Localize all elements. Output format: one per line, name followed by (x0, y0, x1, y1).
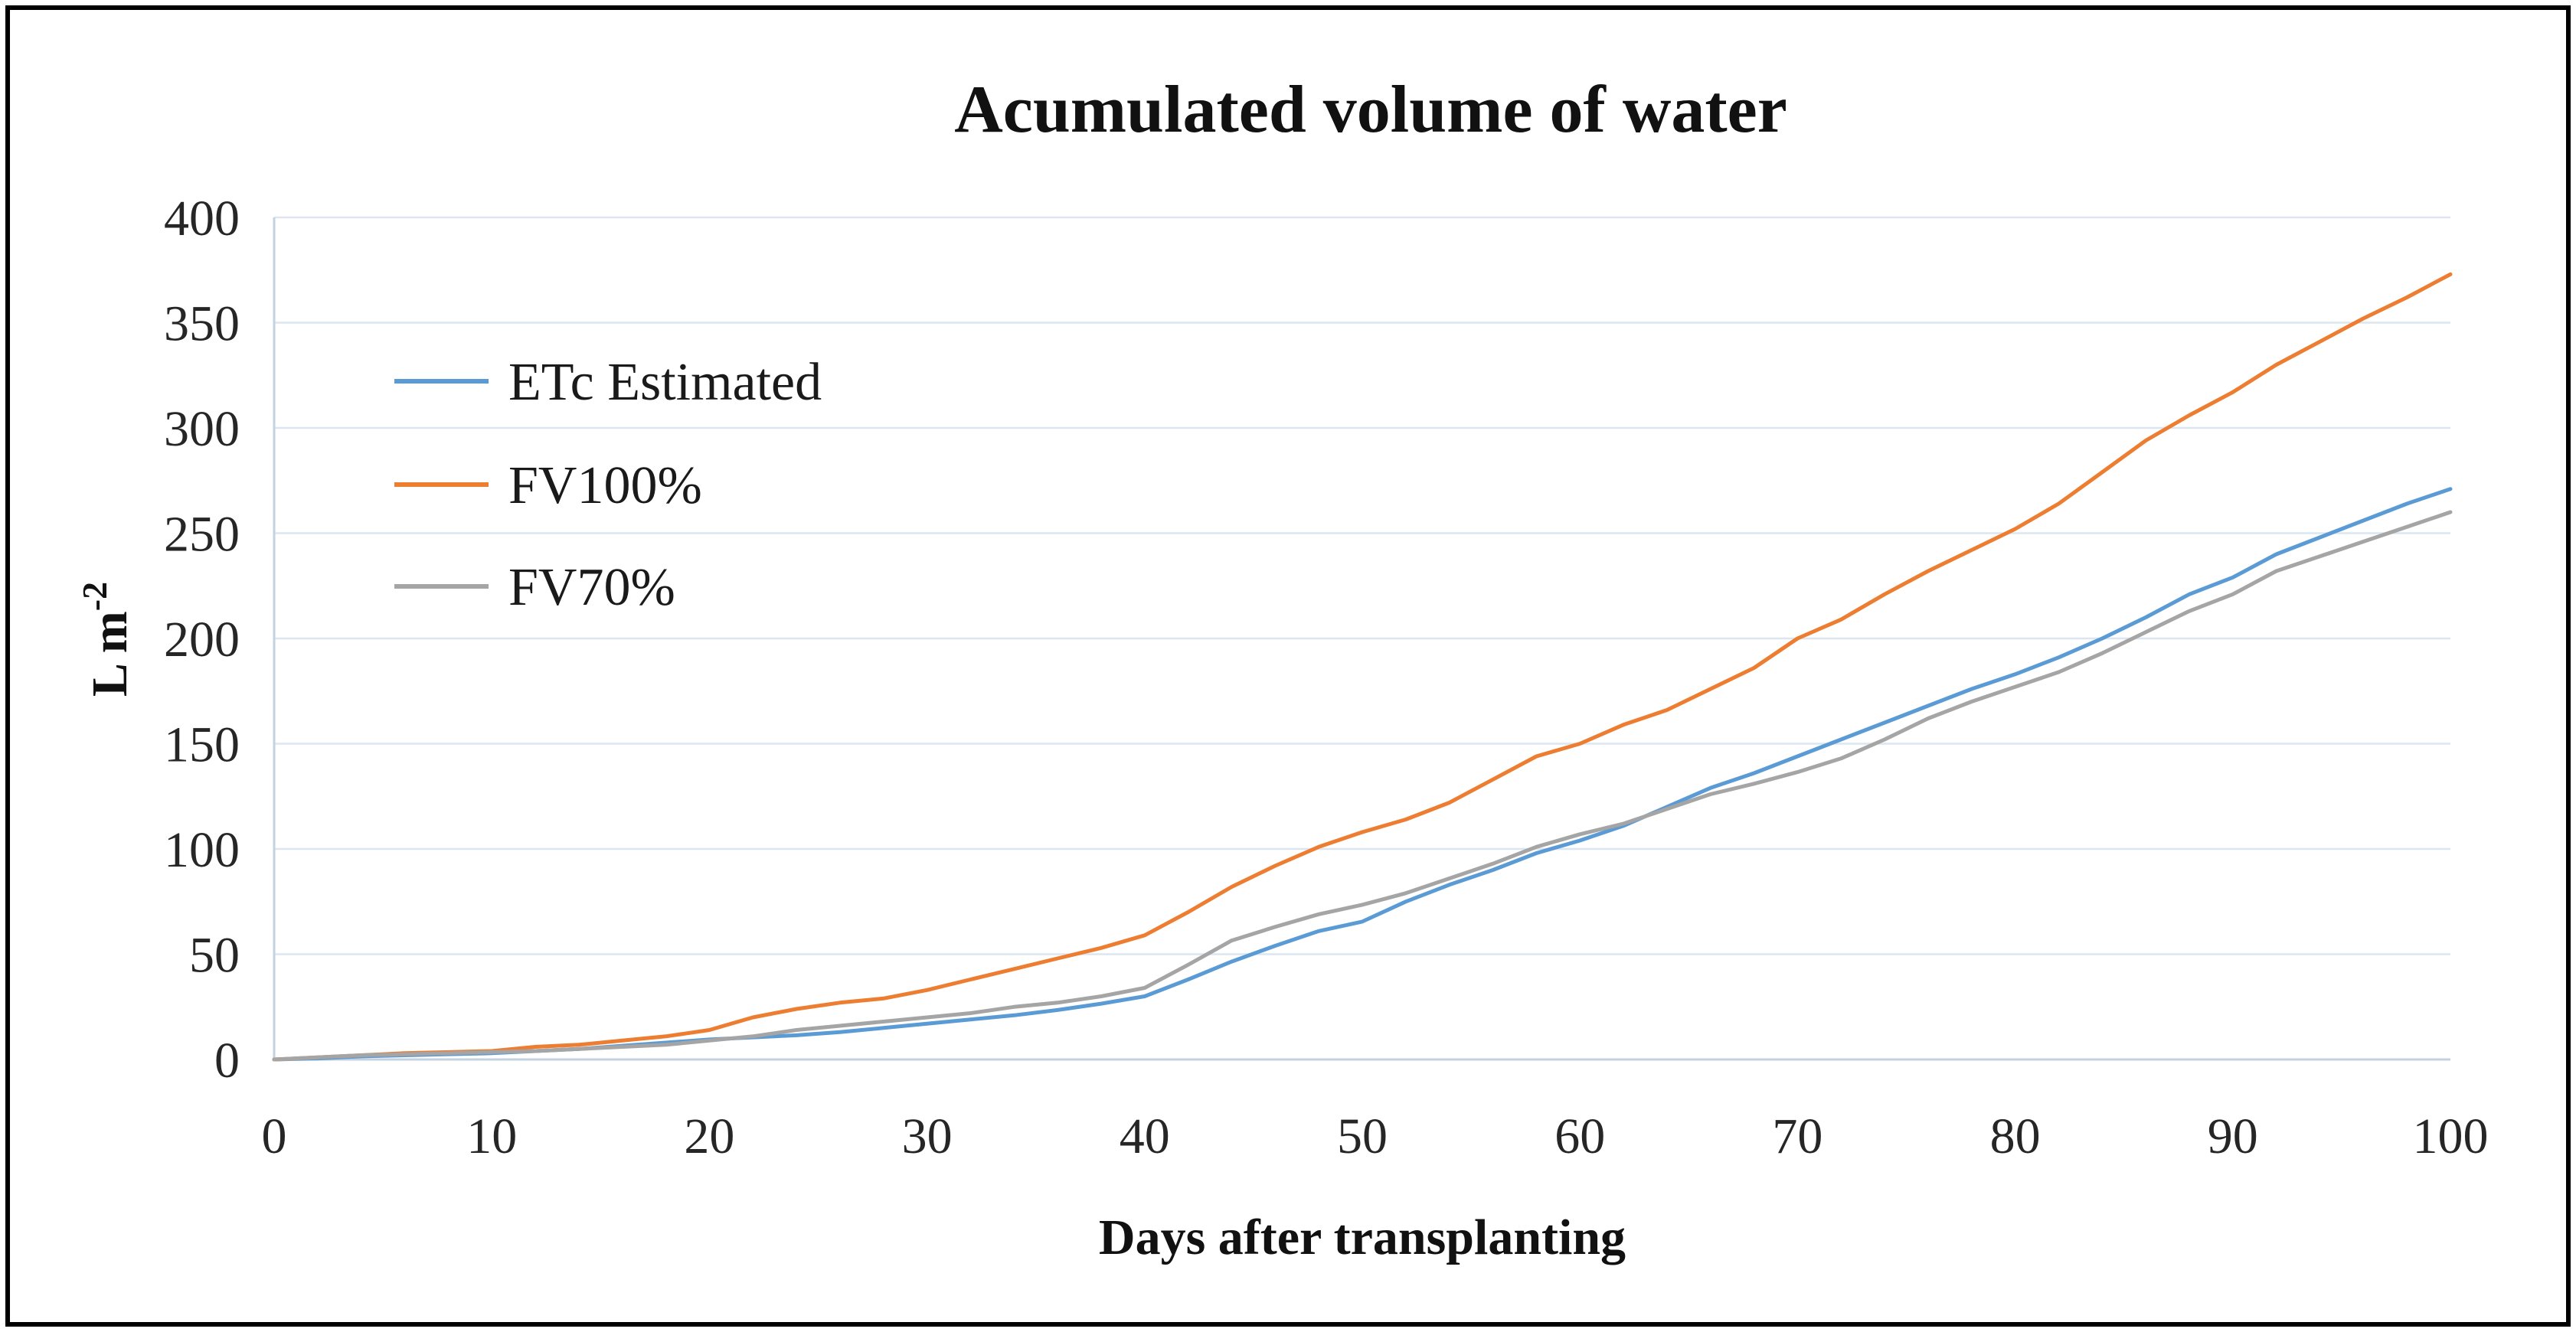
x-tick-label-40: 40 (1120, 1108, 1170, 1164)
x-tick-label-10: 10 (466, 1108, 517, 1164)
y-tick-label-300: 300 (164, 401, 240, 457)
x-tick-label-90: 90 (2208, 1108, 2258, 1164)
figure-border (5, 5, 2571, 1327)
x-tick-label-100: 100 (2413, 1108, 2489, 1164)
y-tick-label-250: 250 (164, 507, 240, 563)
legend: ETc Estimated FV100% FV70% (394, 353, 822, 617)
x-axis-title: Days after transplanting (1099, 1210, 1626, 1265)
x-tick-label-30: 30 (902, 1108, 953, 1164)
legend-label-fv100-: FV100% (508, 456, 702, 515)
y-tick-label-150: 150 (164, 717, 240, 773)
y-tick-label-350: 350 (164, 296, 240, 352)
series-line-fv100- (272, 272, 2453, 1062)
legend-item-fv70-: FV70% (394, 558, 675, 617)
legend-label-etc-estimated: ETc Estimated (508, 353, 822, 412)
y-axis-title-base: L m (82, 611, 138, 697)
legend-label-fv70-: FV70% (508, 558, 675, 617)
legend-item-etc-estimated: ETc Estimated (394, 353, 822, 412)
x-tick-label-20: 20 (684, 1108, 734, 1164)
y-axis-title: L m-2 (75, 582, 138, 697)
y-axis-title-superscript: -2 (75, 582, 114, 611)
x-tick-label-60: 60 (1554, 1108, 1605, 1164)
x-tick-label-50: 50 (1337, 1108, 1388, 1164)
series-line-fv70- (272, 510, 2453, 1062)
y-tick-label-400: 400 (164, 191, 240, 246)
legend-item-fv100-: FV100% (394, 456, 702, 515)
x-axis-tick-labels: 0 10 20 30 40 50 60 70 80 90 100 (262, 1108, 2489, 1164)
y-tick-label-0: 0 (214, 1033, 240, 1089)
y-axis-tick-labels: 0 50 100 150 200 250 300 350 400 (164, 191, 240, 1089)
y-tick-label-100: 100 (164, 822, 240, 878)
y-tick-label-50: 50 (189, 928, 240, 984)
series-lines (272, 272, 2453, 1062)
gridlines (274, 216, 2450, 955)
chart-title: Acumulated volume of water (954, 73, 1787, 147)
x-tick-label-80: 80 (1990, 1108, 2041, 1164)
x-tick-label-0: 0 (262, 1108, 287, 1164)
x-tick-label-70: 70 (1772, 1108, 1822, 1164)
y-tick-label-200: 200 (164, 612, 240, 668)
axes (273, 217, 2450, 1061)
